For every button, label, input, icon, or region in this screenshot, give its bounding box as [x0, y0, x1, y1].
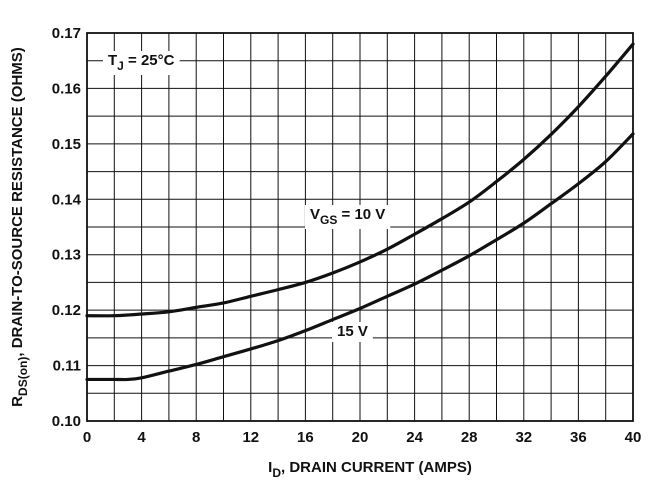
- y-tick-label: 0.15: [52, 136, 81, 153]
- y-tick-labels: 0.10 0.11 0.12 0.13 0.14 0.15 0.16 0.17: [52, 25, 82, 430]
- y-tick-label: 0.17: [52, 25, 81, 42]
- series-label-15v-background: [332, 322, 373, 342]
- y-axis-title: RDS(on), DRAIN-TO-SOURCE RESISTANCE (OHM…: [9, 47, 30, 407]
- series-label-vgs10: VGS = 10 V: [310, 206, 385, 227]
- series-curves: [85, 42, 635, 382]
- y-axis-title-subscript: DS(on): [16, 357, 30, 396]
- y-tick-label: 0.12: [52, 302, 81, 319]
- x-tick-label: 28: [461, 429, 478, 446]
- y-tick-label: 0.10: [52, 413, 81, 430]
- x-tick-label: 4: [137, 429, 146, 446]
- x-axis-title-main: I: [268, 459, 272, 476]
- x-tick-label: 12: [242, 429, 259, 446]
- y-tick-label: 0.16: [52, 80, 81, 97]
- x-tick-label: 16: [297, 429, 314, 446]
- series-label-vgs10-main: V: [310, 206, 320, 223]
- x-tick-label: 8: [192, 429, 200, 446]
- y-axis-title-main: R: [9, 396, 26, 407]
- series-label-15v-main: 15 V: [337, 323, 368, 340]
- temperature-annotation-main: T: [108, 52, 117, 69]
- temperature-annotation-background: [103, 51, 180, 75]
- series-label-vgs10-rest: = 10 V: [337, 206, 385, 223]
- temperature-annotation: TJ = 25°C: [108, 52, 175, 73]
- temperature-annotation-rest: = 25°C: [124, 52, 175, 69]
- x-axis-title: ID, DRAIN CURRENT (AMPS): [268, 459, 472, 480]
- series-label-vgs10-background: [305, 205, 391, 229]
- series-label-vgs10-subscript: GS: [320, 213, 337, 227]
- temperature-annotation-subscript: J: [117, 59, 124, 73]
- y-tick-label: 0.14: [52, 191, 82, 208]
- x-tick-label: 36: [570, 429, 587, 446]
- x-tick-label: 40: [625, 429, 642, 446]
- x-tick-label: 0: [83, 429, 91, 446]
- y-tick-label: 0.13: [52, 247, 81, 264]
- x-tick-label: 32: [515, 429, 532, 446]
- x-tick-label: 24: [406, 429, 423, 446]
- y-axis-title-rest: , DRAIN-TO-SOURCE RESISTANCE (OHMS): [9, 47, 26, 356]
- x-axis-title-subscript: D: [272, 466, 281, 480]
- x-axis-title-rest: , DRAIN CURRENT (AMPS): [281, 459, 472, 476]
- series-line-15v: [85, 132, 635, 382]
- series-line-vgs10: [85, 42, 635, 318]
- series-label-15v: 15 V: [337, 323, 368, 340]
- y-tick-label: 0.11: [53, 358, 81, 375]
- plot-frame: [86, 32, 634, 422]
- x-tick-label: 20: [352, 429, 369, 446]
- x-tick-labels: 0 4 8 12 16 20 24 28 32 36 40: [83, 429, 642, 446]
